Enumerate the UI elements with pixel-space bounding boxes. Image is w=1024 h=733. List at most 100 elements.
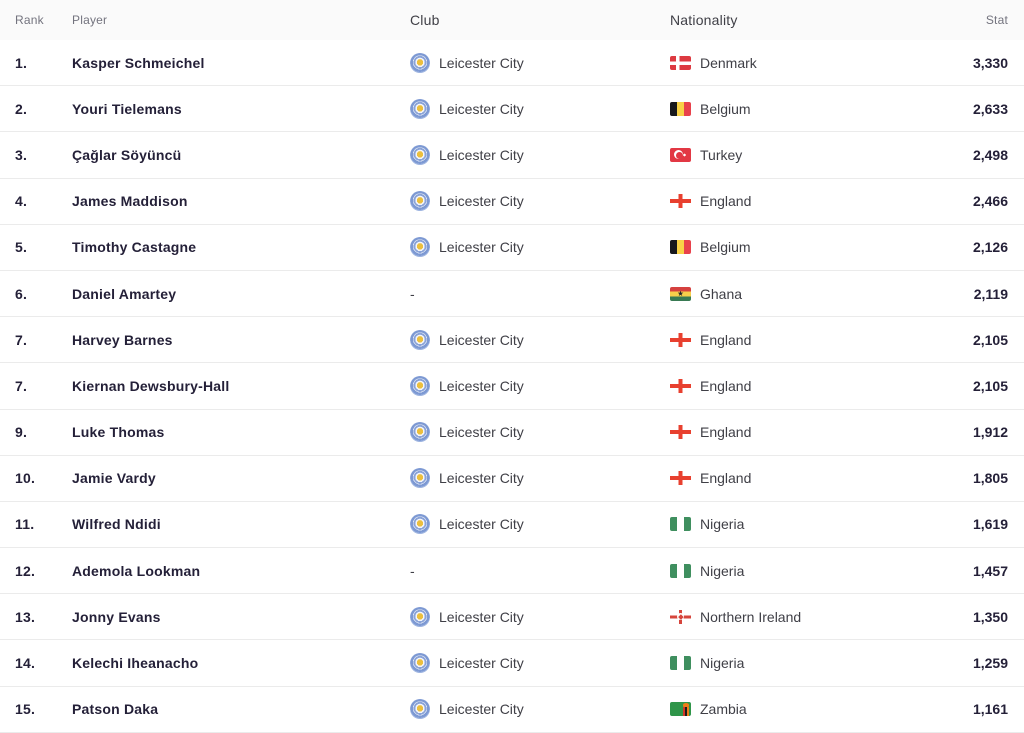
player-rank: 9. — [15, 424, 28, 441]
club-cell: - — [410, 286, 670, 302]
table-row[interactable]: 14. Kelechi Iheanacho Leicester City Nig… — [0, 640, 1024, 687]
table-row[interactable]: 13. Jonny Evans Leicester City Northern … — [0, 594, 1024, 641]
player-name: Jonny Evans — [72, 608, 161, 625]
club-name: Leicester City — [439, 377, 524, 394]
leicester-city-badge-icon — [410, 653, 430, 674]
player-rank: 13. — [15, 608, 36, 625]
table-row[interactable]: 1. Kasper Schmeichel Leicester City Denm… — [0, 40, 1024, 87]
leicester-city-badge-icon — [410, 52, 430, 73]
table-row[interactable]: 11. Wilfred Ndidi Leicester City Nigeria… — [0, 502, 1024, 549]
flag-denmark-icon — [670, 55, 691, 70]
club-cell: Leicester City — [410, 606, 670, 627]
table-row[interactable]: 2. Youri Tielemans Leicester City Belgiu… — [0, 86, 1024, 133]
nationality-cell: Belgium — [670, 239, 930, 255]
nationality-cell: Zambia — [670, 701, 930, 717]
nationality-cell: Nigeria — [670, 563, 930, 579]
nationality-name: England — [700, 331, 752, 348]
nationality-name: Denmark — [700, 54, 757, 71]
player-name: Ademola Lookman — [72, 562, 201, 579]
player-name: James Maddison — [72, 193, 188, 210]
leicester-city-badge-icon — [410, 237, 430, 258]
player-name: Çağlar Söyüncü — [72, 146, 182, 163]
stat-value: 2,105 — [972, 331, 1008, 348]
table-row[interactable]: 5. Timothy Castagne Leicester City Belgi… — [0, 225, 1024, 271]
player-rank: 4. — [15, 193, 28, 210]
club-cell: Leicester City — [410, 653, 670, 674]
nationality-name: Ghana — [700, 285, 743, 302]
player-name: Jamie Vardy — [72, 470, 156, 487]
stat-value: 1,457 — [972, 562, 1008, 579]
nationality-name: England — [700, 377, 752, 394]
stat-value: 2,126 — [972, 239, 1008, 256]
flag-england-icon — [670, 471, 691, 486]
player-name: Wilfred Ndidi — [72, 516, 161, 533]
leicester-city-badge-icon — [410, 422, 430, 443]
club-name: Leicester City — [439, 516, 524, 533]
flag-nigeria-icon — [670, 517, 691, 532]
leicester-city-badge-icon — [410, 375, 430, 396]
club-cell: Leicester City — [410, 329, 670, 350]
club-cell: Leicester City — [410, 468, 670, 489]
nationality-cell: Nigeria — [670, 516, 930, 532]
flag-ghana-icon — [670, 286, 691, 301]
nationality-name: Belgium — [700, 100, 751, 117]
nationality-cell: Denmark — [670, 55, 930, 71]
column-header-stat: Stat — [985, 13, 1008, 27]
flag-turkey-icon — [670, 147, 691, 162]
table-row[interactable]: 7. Kiernan Dewsbury-Hall Leicester City … — [0, 363, 1024, 410]
leicester-city-badge-icon — [410, 699, 430, 720]
player-rank: 11. — [15, 516, 35, 533]
club-name: Leicester City — [439, 608, 524, 625]
flag-nigeria-icon — [670, 563, 691, 578]
player-rank: 7. — [15, 331, 28, 348]
table-row[interactable]: 12. Ademola Lookman - Nigeria 1,457 — [0, 548, 1024, 595]
leicester-city-badge-icon — [410, 606, 430, 627]
table-row[interactable]: 7. Harvey Barnes Leicester City England … — [0, 317, 1024, 364]
leicester-city-badge-icon — [410, 468, 430, 489]
leicester-city-badge-icon — [410, 514, 430, 535]
club-cell: Leicester City — [410, 699, 670, 720]
player-rank: 3. — [15, 146, 28, 163]
table-row[interactable]: 4. James Maddison Leicester City England… — [0, 179, 1024, 225]
club-name: - — [410, 285, 415, 302]
club-cell: Leicester City — [410, 191, 670, 212]
stat-value: 2,466 — [972, 193, 1008, 210]
table-body: 1. Kasper Schmeichel Leicester City Denm… — [0, 40, 1024, 733]
nationality-cell: England — [670, 470, 930, 486]
stat-value: 1,805 — [972, 470, 1008, 487]
stat-value: 1,161 — [972, 701, 1008, 718]
nationality-cell: England — [670, 424, 930, 440]
stat-value: 2,633 — [972, 100, 1008, 117]
leicester-city-badge-icon — [410, 329, 430, 350]
club-cell: Leicester City — [410, 237, 670, 258]
nationality-cell: Belgium — [670, 101, 930, 117]
nationality-cell: England — [670, 193, 930, 209]
column-header-rank: Rank — [15, 13, 44, 27]
table-row[interactable]: 3. Çağlar Söyüncü Leicester City Turkey … — [0, 132, 1024, 179]
club-name: - — [410, 562, 415, 579]
club-name: Leicester City — [439, 100, 524, 117]
stat-value: 3,330 — [972, 54, 1008, 71]
club-cell: Leicester City — [410, 144, 670, 165]
table-header: Rank Player Club Nationality Stat — [0, 0, 1024, 40]
club-name: Leicester City — [439, 701, 524, 718]
club-name: Leicester City — [439, 655, 524, 672]
flag-england-icon — [670, 378, 691, 393]
column-header-player: Player — [72, 13, 108, 27]
club-cell: Leicester City — [410, 98, 670, 119]
nationality-name: Nigeria — [700, 562, 745, 579]
player-rank: 6. — [15, 285, 28, 302]
table-row[interactable]: 15. Patson Daka Leicester City Zambia 1,… — [0, 687, 1024, 733]
flag-england-icon — [670, 332, 691, 347]
table-row[interactable]: 6. Daniel Amartey - Ghana 2,119 — [0, 271, 1024, 318]
table-row[interactable]: 9. Luke Thomas Leicester City England 1,… — [0, 410, 1024, 456]
table-row[interactable]: 10. Jamie Vardy Leicester City England 1… — [0, 456, 1024, 502]
club-name: Leicester City — [439, 146, 524, 163]
flag-england-icon — [670, 425, 691, 440]
player-rank: 15. — [15, 701, 36, 718]
flag-nigeria-icon — [670, 656, 691, 671]
club-name: Leicester City — [439, 424, 524, 441]
club-cell: Leicester City — [410, 52, 670, 73]
stat-value: 2,119 — [973, 285, 1008, 302]
